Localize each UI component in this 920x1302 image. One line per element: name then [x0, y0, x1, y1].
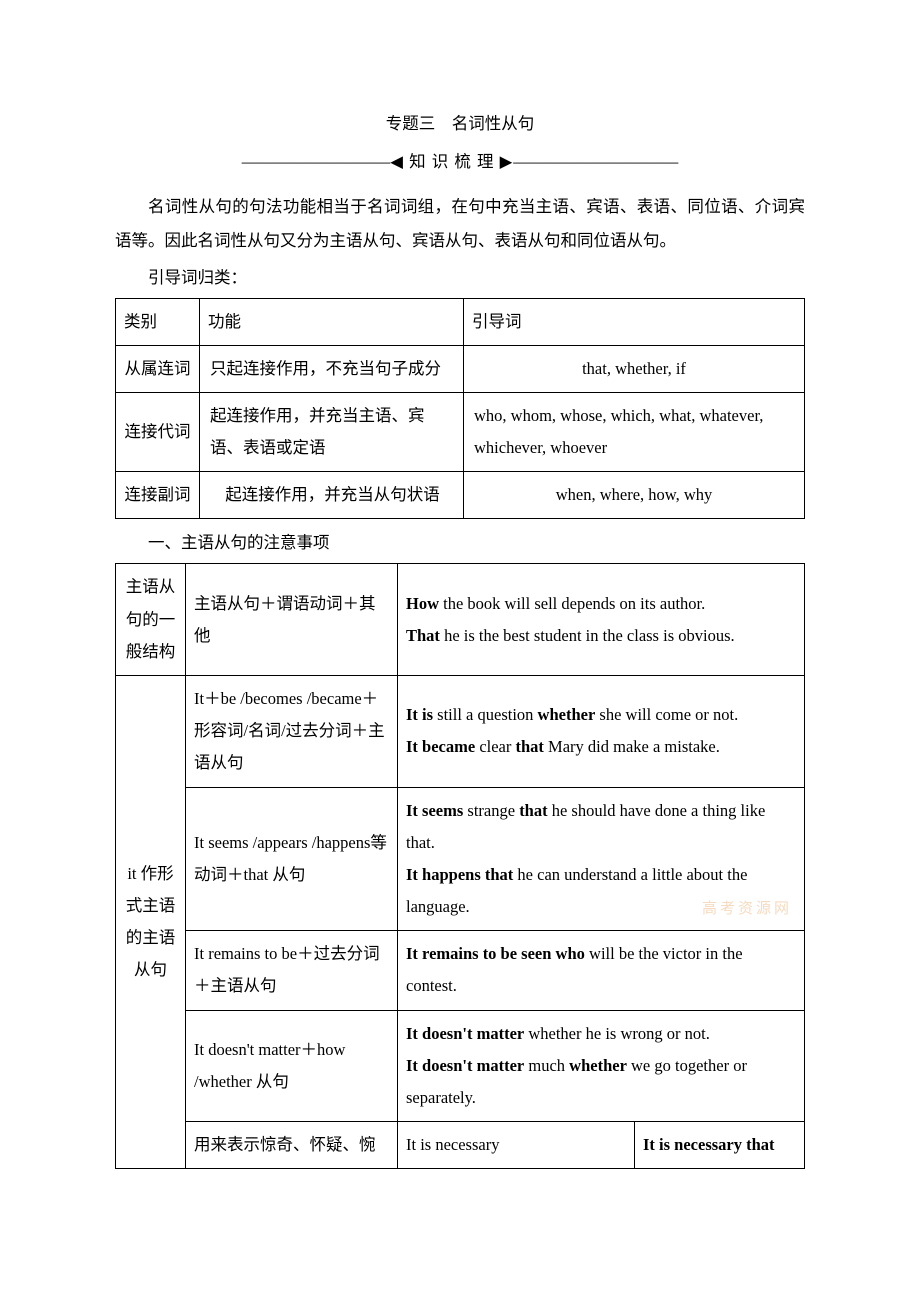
cell-examples: It is still a question whether she will …	[398, 676, 805, 788]
example-bold: It doesn't matter	[406, 1024, 524, 1043]
cell-pattern: It remains to be＋过去分词＋主语从句	[186, 931, 398, 1010]
watermark-text: 高考资源网	[702, 895, 792, 924]
section-label: 知 识 梳 理	[409, 152, 494, 171]
cell-pattern: 主语从句＋谓语动词＋其他	[186, 564, 398, 676]
table-row: It remains to be＋过去分词＋主语从句 It remains to…	[116, 931, 805, 1010]
rule-left: —————————	[242, 152, 391, 171]
table-header-function: 功能	[200, 298, 464, 345]
cell-category: 从属连词	[116, 345, 200, 392]
cell-category: 连接代词	[116, 392, 200, 471]
example-text: clear	[475, 737, 515, 756]
example-bold: It is	[406, 705, 433, 724]
example-text: much	[524, 1056, 569, 1075]
cell-examples: How the book will sell depends on its au…	[398, 564, 805, 676]
example-bold: How	[406, 594, 439, 613]
example-text: Mary did make a mistake.	[544, 737, 720, 756]
example-text: whether he is wrong or not.	[524, 1024, 710, 1043]
cell-structure-label: 主语从句的一般结构	[116, 564, 186, 676]
table-row: 主语从句的一般结构 主语从句＋谓语动词＋其他 How the book will…	[116, 564, 805, 676]
table-row: 连接副词 起连接作用，并充当从句状语 when, where, how, why	[116, 472, 805, 519]
intro-paragraph: 名词性从句的句法功能相当于名词词组，在句中充当主语、宾语、表语、同位语、介词宾语…	[115, 190, 805, 258]
table-row: 从属连词 只起连接作用，不充当句子成分 that, whether, if	[116, 345, 805, 392]
example-text: strange	[463, 801, 519, 820]
cell-it-label: it 作形式主语的主语从句	[116, 676, 186, 1169]
table-row: 连接代词 起连接作用，并充当主语、宾语、表语或定语 who, whom, who…	[116, 392, 805, 471]
example-bold: that	[519, 801, 547, 820]
example-bold: It is necessary that	[643, 1135, 775, 1154]
example-bold: It happens that	[406, 865, 513, 884]
table-row: 用来表示惊奇、怀疑、惋 It is necessary It is necess…	[116, 1122, 805, 1169]
document-page: 专题三 名词性从句 —————————◀ 知 识 梳 理 ▶——————————…	[0, 0, 920, 1219]
cell-pattern: It doesn't matter＋how /whether 从句	[186, 1010, 398, 1122]
example-text: the book will sell depends on its author…	[439, 594, 705, 613]
example-text: she will come or not.	[595, 705, 738, 724]
cell-function: 只起连接作用，不充当句子成分	[200, 345, 464, 392]
example-bold: That	[406, 626, 440, 645]
example-text: he is the best student in the class is o…	[440, 626, 735, 645]
cell-pattern: 用来表示惊奇、怀疑、惋	[186, 1122, 398, 1169]
table-row: 类别 功能 引导词	[116, 298, 805, 345]
cell-function: 起连接作用，并充当从句状语	[200, 472, 464, 519]
table-row: it 作形式主语的主语从句 It＋be /becomes /became＋形容词…	[116, 676, 805, 788]
cell-example-left: It is necessary	[398, 1122, 635, 1169]
cell-words: when, where, how, why	[464, 472, 805, 519]
example-text: still a question	[433, 705, 538, 724]
subject-clause-table: 主语从句的一般结构 主语从句＋谓语动词＋其他 How the book will…	[115, 563, 805, 1169]
triangle-right-icon: ▶	[500, 152, 514, 172]
cell-examples: It doesn't matter whether he is wrong or…	[398, 1010, 805, 1122]
cell-function: 起连接作用，并充当主语、宾语、表语或定语	[200, 392, 464, 471]
subheading-classification: 引导词归类：	[115, 264, 805, 288]
table-row: It seems /appears /happens等动词＋that 从句 It…	[116, 787, 805, 931]
subheading-subject-clause: 一、主语从句的注意事项	[115, 529, 805, 553]
cell-words: that, whether, if	[464, 345, 805, 392]
example-bold: It doesn't matter	[406, 1056, 524, 1075]
cell-category: 连接副词	[116, 472, 200, 519]
table-header-category: 类别	[116, 298, 200, 345]
cell-examples: It remains to be seen who will be the vi…	[398, 931, 805, 1010]
example-bold: whether	[569, 1056, 627, 1075]
example-bold: that	[516, 737, 544, 756]
triangle-left-icon: ◀	[390, 152, 404, 172]
rule-right: ——————————	[513, 152, 678, 171]
cell-words: who, whom, whose, which, what, whatever,…	[464, 392, 805, 471]
table-row: It doesn't matter＋how /whether 从句 It doe…	[116, 1010, 805, 1122]
cell-pattern: It seems /appears /happens等动词＋that 从句	[186, 787, 398, 931]
example-bold: whether	[538, 705, 596, 724]
connectives-table: 类别 功能 引导词 从属连词 只起连接作用，不充当句子成分 that, whet…	[115, 298, 805, 520]
example-bold: It remains to be seen who	[406, 944, 585, 963]
table-header-words: 引导词	[464, 298, 805, 345]
section-heading: —————————◀ 知 识 梳 理 ▶——————————	[115, 148, 805, 172]
example-bold: It seems	[406, 801, 463, 820]
cell-example-right: It is necessary that	[635, 1122, 805, 1169]
doc-title: 专题三 名词性从句	[115, 110, 805, 134]
example-bold: It became	[406, 737, 475, 756]
cell-pattern: It＋be /becomes /became＋形容词/名词/过去分词＋主语从句	[186, 676, 398, 788]
cell-examples: It seems strange that he should have don…	[398, 787, 805, 931]
